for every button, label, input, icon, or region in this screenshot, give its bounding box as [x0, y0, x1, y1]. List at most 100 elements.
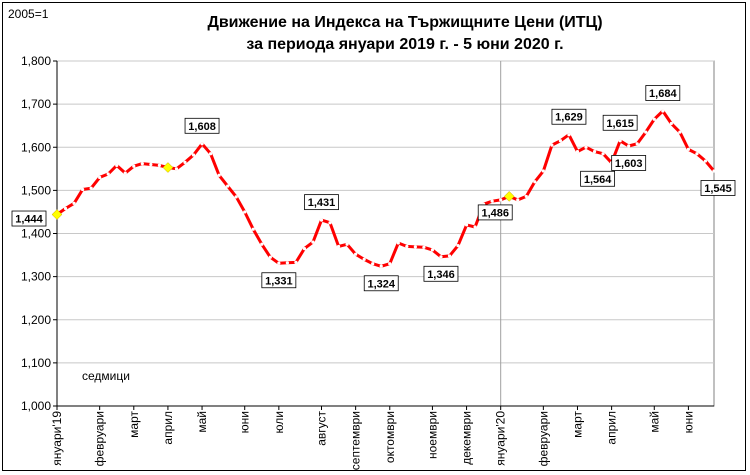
- data-point: [285, 261, 289, 265]
- data-label-box: [551, 108, 587, 125]
- y-tick-label: 1,800: [21, 54, 51, 68]
- x-tick-label: януари'20: [494, 411, 508, 466]
- x-tick-label: декември: [460, 411, 474, 465]
- data-point: [336, 244, 341, 249]
- highlight-marker: [162, 162, 174, 173]
- data-point: [592, 149, 597, 154]
- data-label-box: [11, 210, 47, 227]
- data-point: [516, 198, 520, 202]
- data-point: [268, 255, 272, 259]
- data-point: [311, 240, 315, 244]
- data-label: 1,629: [555, 112, 583, 124]
- x-tick-label: септември: [349, 411, 363, 470]
- data-label-box: [602, 114, 638, 131]
- data-point: [567, 133, 571, 137]
- data-label-box: [580, 170, 616, 187]
- data-point: [635, 142, 639, 146]
- data-point: [319, 218, 324, 222]
- data-point: [550, 143, 554, 147]
- data-label-box: [261, 272, 297, 289]
- data-point: [712, 169, 716, 173]
- data-point: [524, 194, 528, 199]
- x-tick-label: юли: [272, 411, 286, 433]
- x-tick-label: февруари: [536, 411, 550, 466]
- data-point: [72, 201, 76, 205]
- data-point: [413, 245, 417, 249]
- data-label: 1,346: [427, 269, 455, 281]
- data-point: [191, 153, 196, 157]
- data-point: [149, 162, 153, 167]
- highlight-marker: [51, 209, 63, 220]
- chart-subtitle: за периода януари 2019 г. - 5 юни 2020 г…: [246, 36, 564, 53]
- data-point: [396, 241, 400, 245]
- data-label: 1,324: [367, 278, 395, 290]
- y-tick-label: 1,100: [21, 356, 51, 370]
- data-point: [558, 139, 563, 143]
- data-point: [447, 254, 452, 258]
- data-label-box: [700, 180, 736, 196]
- chart-title: Движение на Индекса на Тържищните Цени (…: [207, 14, 603, 31]
- data-point: [422, 245, 426, 249]
- data-label: 1,486: [481, 207, 509, 219]
- data-point: [678, 130, 682, 134]
- data-point: [243, 210, 247, 214]
- data-label-box: [423, 265, 459, 282]
- data-label-box: [477, 204, 513, 221]
- data-point: [464, 223, 469, 227]
- x-tick-label: март: [570, 411, 584, 438]
- data-point: [260, 242, 264, 246]
- y-tick-label: 1,200: [21, 313, 51, 327]
- y-tick-label: 1,700: [21, 97, 51, 111]
- data-point: [132, 164, 136, 168]
- x-axis-note: седмици: [82, 369, 130, 383]
- data-point: [669, 121, 673, 126]
- data-point: [644, 130, 648, 134]
- data-point: [695, 152, 699, 156]
- data-point: [371, 262, 375, 266]
- x-tick-label: юни: [681, 411, 695, 433]
- y-tick-label: 1,000: [21, 399, 51, 413]
- x-tick-label: юни: [238, 411, 252, 433]
- data-point: [456, 243, 460, 248]
- data-label: 1,608: [188, 121, 216, 133]
- data-point: [652, 117, 656, 121]
- data-point: [157, 163, 161, 167]
- data-point: [575, 149, 580, 154]
- base-year-label: 2005=1: [8, 7, 49, 21]
- data-label: 1,603: [615, 158, 643, 170]
- data-point: [302, 246, 307, 251]
- data-point: [362, 257, 366, 261]
- data-point: [200, 142, 204, 146]
- data-label: 1,615: [606, 118, 634, 130]
- data-point: [251, 227, 255, 231]
- data-label: 1,684: [649, 88, 677, 100]
- data-point: [183, 160, 187, 164]
- data-label: 1,331: [265, 275, 293, 287]
- data-point: [541, 169, 545, 173]
- data-point: [217, 173, 221, 177]
- data-point: [328, 221, 332, 225]
- data-point: [354, 252, 358, 256]
- data-point: [388, 262, 392, 266]
- y-tick-label: 1,400: [21, 227, 51, 241]
- data-label-box: [611, 155, 647, 171]
- data-point: [123, 171, 127, 175]
- data-point: [234, 195, 238, 199]
- data-point: [226, 184, 230, 188]
- data-point: [345, 242, 349, 246]
- x-tick-label: август: [315, 411, 329, 446]
- data-point: [499, 198, 503, 202]
- data-point: [80, 187, 85, 192]
- x-tick-label: март: [127, 411, 141, 438]
- x-tick-label: ноември: [425, 411, 439, 459]
- data-point: [89, 186, 93, 190]
- data-point: [140, 162, 144, 166]
- data-label-box: [304, 194, 339, 211]
- data-point: [63, 206, 68, 211]
- data-point: [405, 244, 409, 249]
- data-point: [661, 109, 665, 113]
- data-point: [174, 167, 179, 171]
- data-point: [379, 264, 383, 268]
- data-point: [601, 152, 605, 156]
